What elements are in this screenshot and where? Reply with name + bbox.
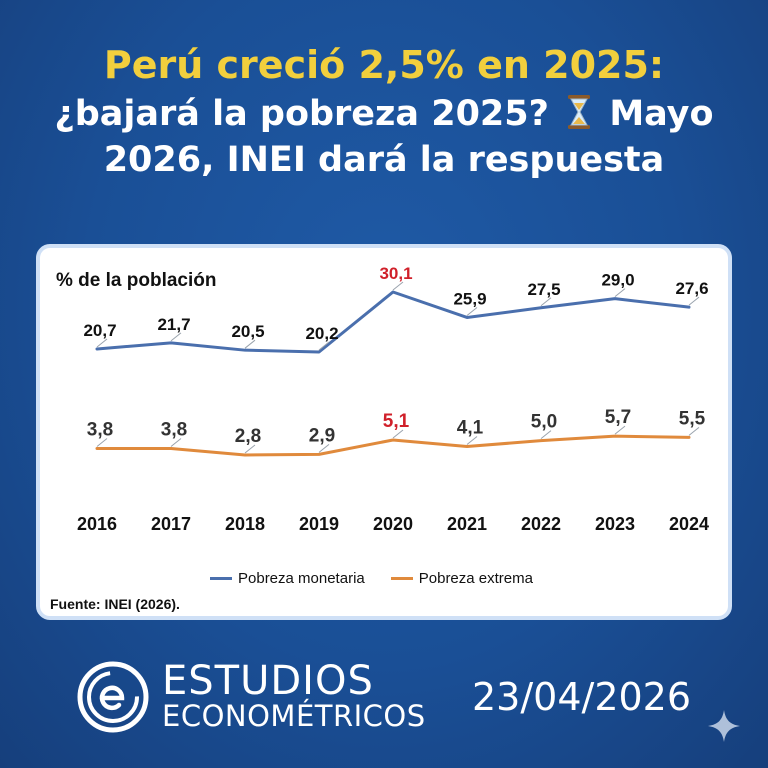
headline-line-1: Perú creció 2,5% en 2025: xyxy=(103,43,665,87)
brand-name: ESTUDIOS ECONOMÉTRICOS xyxy=(162,661,426,733)
hourglass-icon xyxy=(567,94,591,138)
x-tick-label: 2024 xyxy=(669,514,709,534)
estudios-logo-icon xyxy=(77,661,149,733)
data-point-marker xyxy=(540,430,552,440)
data-point-marker xyxy=(466,436,478,445)
data-label: 5,1 xyxy=(383,411,410,432)
headline-line-2-month: Mayo xyxy=(609,93,714,134)
data-point-marker xyxy=(688,296,700,306)
sparkle-icon xyxy=(708,710,740,742)
headline-line-2: ¿bajará la pobreza 2025? Mayo xyxy=(20,94,748,138)
data-label: 20,2 xyxy=(305,324,338,343)
data-point-marker xyxy=(614,425,626,435)
data-point-marker xyxy=(392,429,404,439)
brand: ESTUDIOS ECONOMÉTRICOS xyxy=(76,660,426,734)
data-point-marker xyxy=(688,427,700,436)
headline-line-2-text: ¿bajará la pobreza 2025? xyxy=(54,93,549,134)
data-point-marker xyxy=(318,341,330,351)
data-label: 5,5 xyxy=(679,408,706,429)
data-point-marker xyxy=(392,281,404,291)
y-axis-label: % de la población xyxy=(56,270,217,291)
x-tick-label: 2018 xyxy=(225,514,265,534)
data-point-marker xyxy=(96,338,108,348)
x-tick-label: 2022 xyxy=(521,514,561,534)
x-tick-label: 2016 xyxy=(77,514,117,534)
legend-label-monetaria: Pobreza monetaria xyxy=(238,570,365,587)
data-point-marker xyxy=(540,297,552,307)
legend-item-extrema: Pobreza extrema xyxy=(390,570,533,587)
legend-item-monetaria: Pobreza monetaria xyxy=(210,570,365,587)
data-label: 27,5 xyxy=(527,280,560,299)
legend-swatch-extrema xyxy=(390,577,413,580)
chart-legend: Pobreza monetaria Pobreza extrema xyxy=(210,570,533,587)
data-label: 5,0 xyxy=(531,412,557,433)
data-point-marker xyxy=(96,438,108,447)
data-label: 27,6 xyxy=(675,279,708,298)
data-label: 25,9 xyxy=(453,289,486,308)
data-label: 20,7 xyxy=(83,321,116,340)
data-label: 21,7 xyxy=(157,315,190,334)
data-label: 29,0 xyxy=(601,271,634,290)
data-point-marker xyxy=(244,444,256,454)
chart-source: Fuente: INEI (2026). xyxy=(50,596,180,612)
data-label: 2,9 xyxy=(309,425,335,446)
x-tick-label: 2017 xyxy=(151,514,191,534)
publish-date: 23/04/2026 xyxy=(472,675,692,719)
series-line-monetaria xyxy=(95,290,691,354)
data-label: 20,5 xyxy=(231,322,264,341)
data-label: 4,1 xyxy=(457,418,484,439)
data-point-marker xyxy=(466,307,478,316)
data-label: 3,8 xyxy=(87,419,113,440)
x-tick-label: 2021 xyxy=(447,514,487,534)
x-tick-label: 2023 xyxy=(595,514,635,534)
data-point-marker xyxy=(318,443,330,453)
x-tick-label: 2019 xyxy=(299,514,339,534)
headline-line-3: 2026, INEI dará la respuesta xyxy=(103,139,665,180)
x-tick-label: 2020 xyxy=(373,514,413,534)
data-label: 3,8 xyxy=(161,419,187,440)
data-point-marker xyxy=(244,339,256,349)
headline: Perú creció 2,5% en 2025: ¿bajará la pob… xyxy=(20,43,748,180)
series-line-extrema xyxy=(95,434,691,457)
data-point-marker xyxy=(170,332,182,342)
data-label: 2,8 xyxy=(235,426,261,447)
data-point-marker xyxy=(614,288,626,298)
data-point-marker xyxy=(170,438,182,447)
legend-swatch-monetaria xyxy=(210,577,232,580)
brand-line-2: ECONOMÉTRICOS xyxy=(162,699,426,734)
legend-label-extrema: Pobreza extrema xyxy=(418,570,533,587)
chart-card xyxy=(36,244,732,620)
data-label: 30,1 xyxy=(379,264,412,283)
data-label: 5,7 xyxy=(605,407,631,428)
brand-line-1: ESTUDIOS xyxy=(162,658,374,705)
